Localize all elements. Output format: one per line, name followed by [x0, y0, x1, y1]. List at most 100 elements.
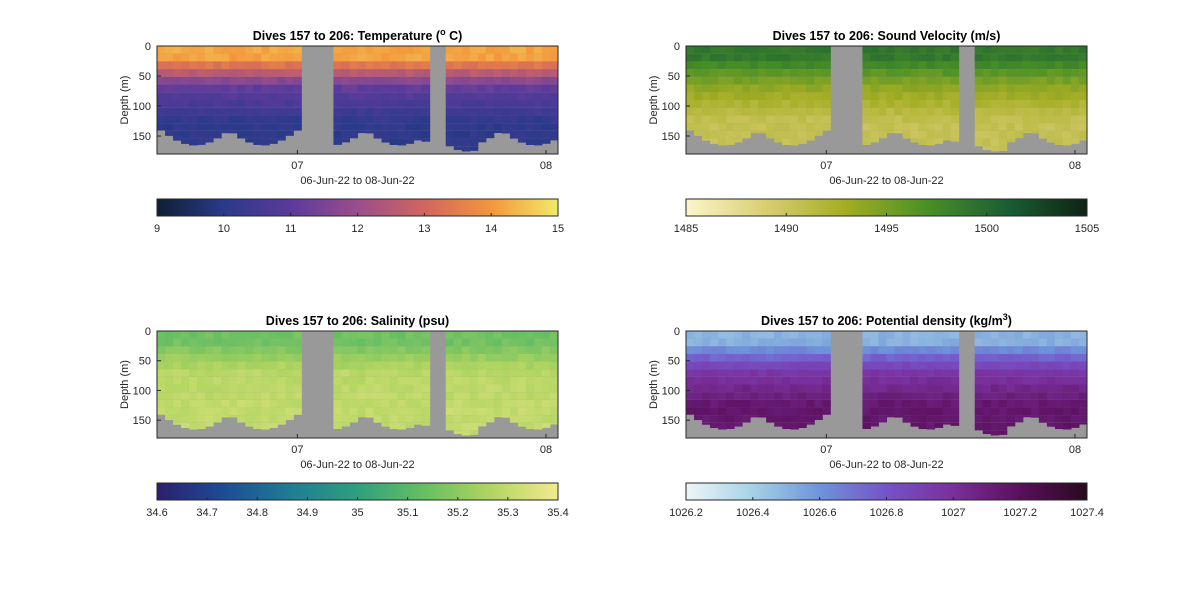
heatmap-cell: [277, 76, 286, 85]
heatmap-cell: [533, 138, 543, 146]
heatmap-cell: [341, 107, 350, 116]
heatmap-cell: [878, 115, 887, 124]
heatmap-cell: [205, 138, 214, 143]
heatmap-cell: [1046, 399, 1056, 408]
heatmap-cell: [1022, 361, 1032, 370]
heatmap-cell: [277, 338, 286, 347]
heatmap-cell: [886, 61, 896, 70]
heatmap-cell: [493, 53, 503, 62]
heatmap-cell: [734, 107, 743, 116]
heatmap-cell: [702, 407, 711, 416]
heatmap-cell: [790, 76, 799, 85]
heatmap-cell: [157, 346, 166, 354]
heatmap-cell: [878, 69, 887, 77]
heatmap-cell: [734, 69, 743, 77]
heatmap-cell: [405, 123, 415, 131]
heatmap-cell: [1046, 76, 1056, 85]
x-tick-label: 08: [1069, 160, 1081, 172]
heatmap-cell: [421, 115, 431, 124]
heatmap-cell: [469, 92, 479, 100]
heatmap-cell: [389, 361, 399, 370]
heatmap-cell: [990, 76, 1000, 85]
heatmap-cell: [686, 61, 695, 70]
heatmap-cell: [469, 130, 479, 139]
heatmap-cell: [950, 76, 960, 85]
heatmap-cell: [750, 100, 759, 108]
heatmap-cell: [509, 76, 519, 85]
heatmap-cell: [477, 123, 487, 131]
heatmap-cell: [453, 346, 463, 354]
heatmap-cell: [229, 346, 238, 354]
heatmap-cell: [245, 53, 254, 62]
heatmap-cell: [349, 123, 358, 131]
heatmap-cell: [517, 331, 527, 339]
heatmap-cell: [477, 361, 487, 370]
heatmap-cell: [1062, 92, 1072, 100]
heatmap-cell: [718, 100, 727, 108]
heatmap-cell: [750, 346, 759, 354]
heatmap-cell: [870, 53, 879, 62]
heatmap-cell: [1054, 107, 1064, 116]
heatmap-cell: [782, 92, 791, 100]
heatmap-cell: [1046, 107, 1056, 116]
heatmap-cell: [1006, 376, 1016, 385]
heatmap-cell: [405, 46, 415, 54]
colorbar-tick-label: 1500: [975, 223, 999, 235]
heatmap-cell: [1006, 53, 1016, 62]
heatmap-cell: [862, 338, 871, 347]
heatmap-cell: [485, 123, 495, 131]
heatmap-cell: [982, 399, 992, 408]
heatmap-cell: [886, 115, 896, 124]
heatmap-cell: [381, 399, 391, 408]
heatmap-cell: [237, 369, 246, 377]
heatmap-cell: [774, 384, 783, 393]
heatmap-cell: [549, 84, 559, 93]
heatmap-cell: [349, 130, 358, 139]
heatmap-cell: [365, 130, 375, 134]
heatmap-cell: [686, 346, 695, 354]
heatmap-cell: [886, 331, 896, 339]
heatmap-cell: [1054, 53, 1064, 62]
heatmap-cell: [798, 346, 807, 354]
heatmap-cell: [1030, 399, 1040, 408]
heatmap-cell: [798, 399, 807, 408]
heatmap-cell: [918, 361, 928, 370]
heatmap-cell: [205, 84, 214, 93]
heatmap-cell: [734, 376, 743, 385]
heatmap-cell: [886, 100, 896, 108]
heatmap-cell: [1014, 392, 1024, 400]
heatmap-cell: [533, 107, 543, 116]
heatmap-cell: [1014, 61, 1024, 70]
heatmap-cell: [477, 415, 487, 423]
heatmap-cell: [902, 69, 912, 77]
heatmap-cell: [694, 353, 703, 362]
heatmap-cell: [373, 376, 383, 385]
heatmap-cell: [269, 130, 278, 139]
heatmap-cell: [413, 53, 423, 62]
heatmap-cell: [1070, 123, 1080, 131]
heatmap-cell: [758, 61, 767, 70]
heatmap-cell: [453, 61, 463, 70]
heatmap-cell: [758, 399, 767, 408]
heatmap-cell: [742, 115, 751, 124]
heatmap-cell: [774, 422, 783, 427]
heatmap-cell: [277, 92, 286, 100]
heatmap-cell: [493, 346, 503, 354]
heatmap-cell: [1070, 107, 1080, 116]
heatmap-cell: [766, 53, 775, 62]
heatmap-cell: [285, 100, 294, 108]
heatmap-cell: [165, 331, 174, 339]
heatmap-cell: [421, 399, 431, 408]
heatmap-cell: [237, 346, 246, 354]
heatmap-cell: [862, 46, 871, 54]
heatmap-cell: [1014, 399, 1024, 408]
heatmap-cell: [782, 46, 791, 54]
heatmap-cell: [1038, 46, 1048, 54]
heatmap-cell: [485, 369, 495, 377]
heatmap-cell: [469, 353, 479, 362]
heatmap-cell: [894, 123, 904, 131]
heatmap-cell: [1030, 76, 1040, 85]
heatmap-cell: [806, 61, 815, 70]
heatmap-cell: [926, 84, 936, 93]
heatmap-cell: [205, 422, 214, 427]
